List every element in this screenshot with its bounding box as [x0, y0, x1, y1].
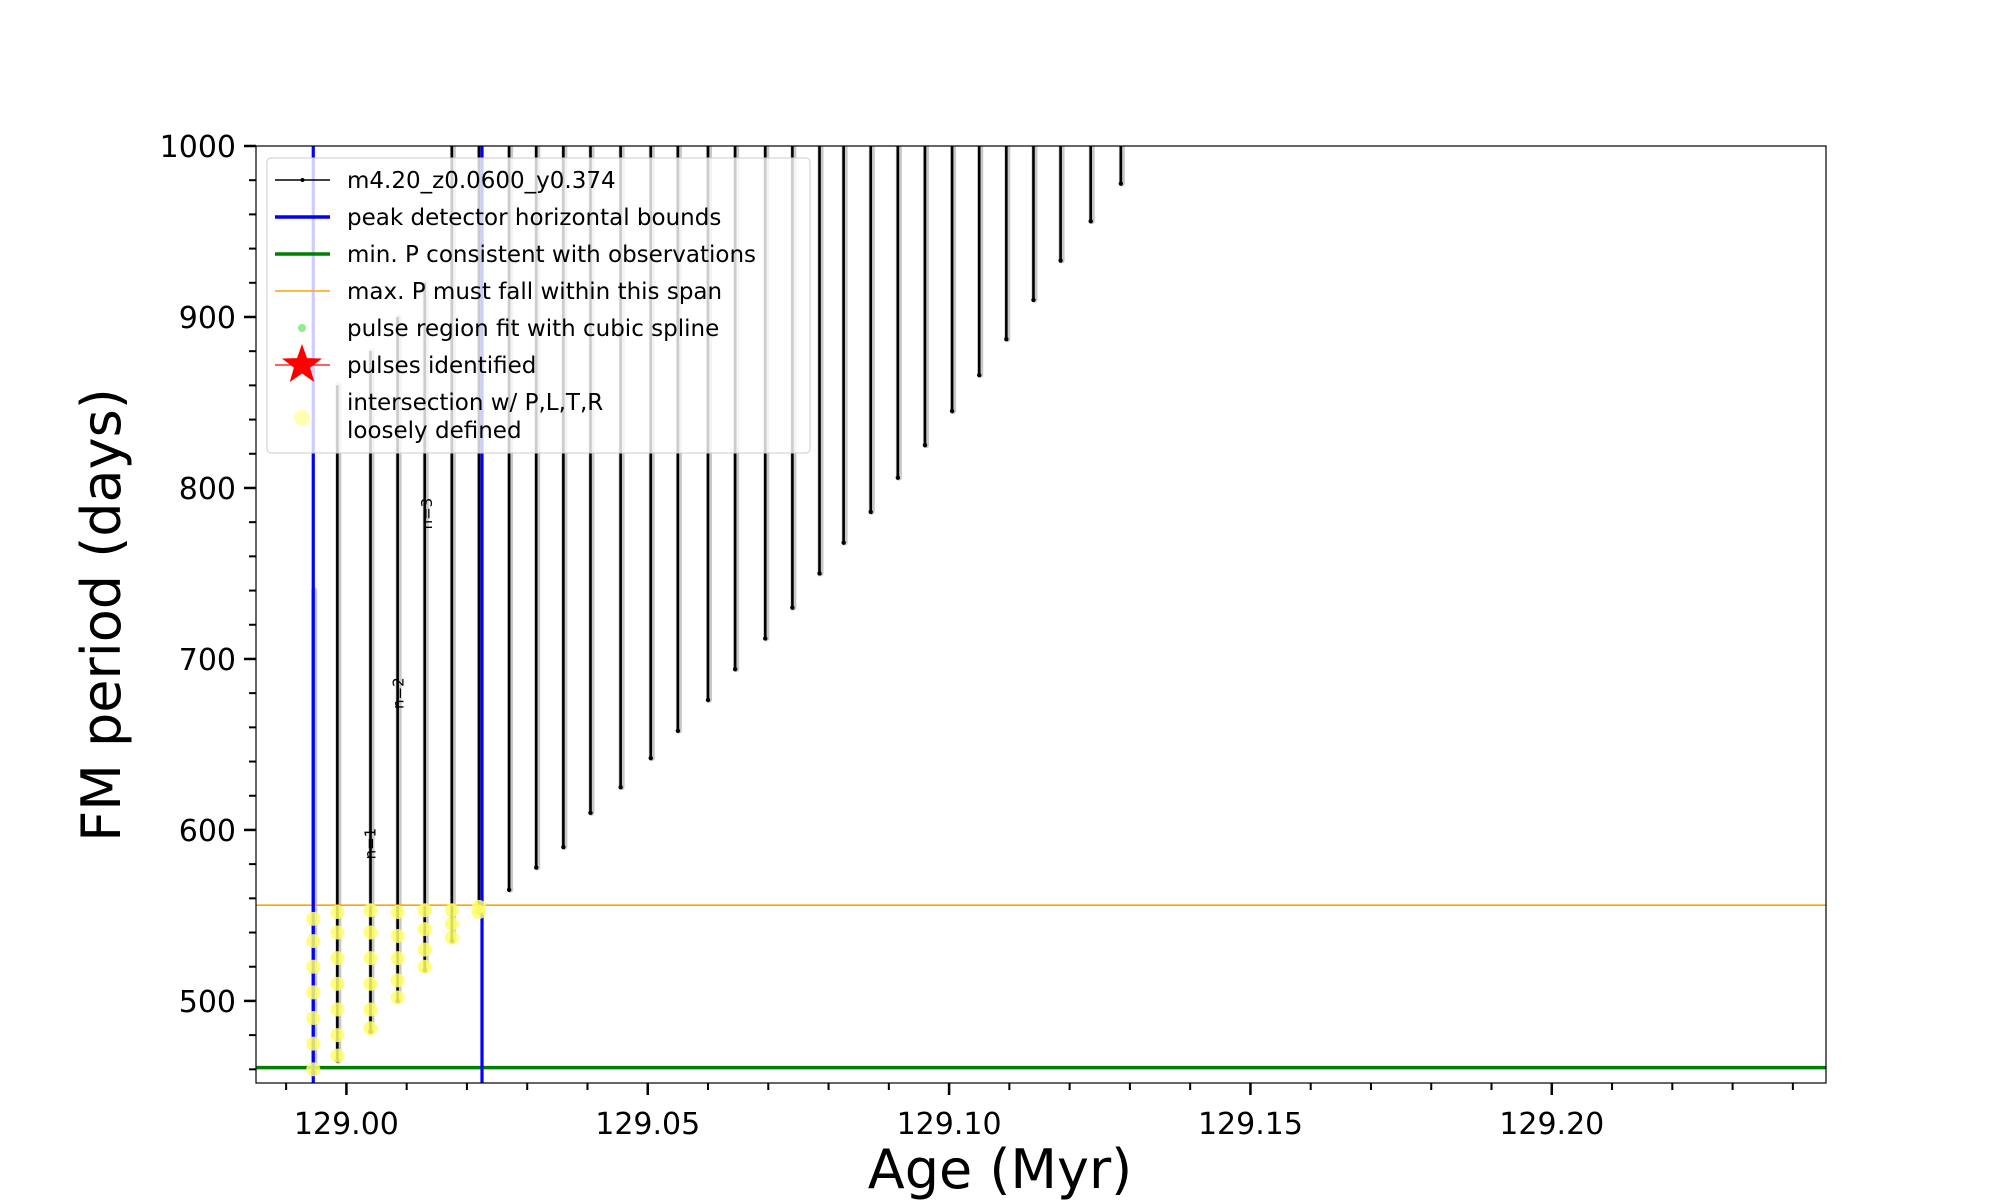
intersection-point [390, 951, 405, 966]
intersection-point [363, 951, 378, 966]
intersection-point [330, 1028, 345, 1043]
pulse-min-point [895, 475, 901, 480]
legend-label: loosely defined [347, 418, 522, 444]
x-axis-title: Age (Myr) [868, 1138, 1133, 1200]
intersection-point [417, 922, 432, 937]
intersection-point [444, 930, 459, 945]
x-tick-label: 129.00 [294, 1107, 399, 1142]
y-tick-label: 1000 [160, 130, 236, 165]
intersection-point [363, 1002, 378, 1017]
y-axis-title: FM period (days) [70, 388, 133, 842]
intersection-point [390, 928, 405, 943]
pulse-min-point [868, 509, 873, 515]
pulse-min-point [1031, 297, 1036, 303]
intersection-point [330, 925, 345, 940]
intersection-point [306, 985, 321, 1000]
x-tick-label: 129.15 [1198, 1107, 1303, 1142]
y-tick-label: 900 [179, 301, 236, 336]
legend-label: m4.20_z0.0600_y0.374 [347, 168, 616, 194]
pulse-min-point [841, 540, 846, 545]
intersection-point [471, 899, 486, 914]
legend-label: pulse region fit with cubic spline [347, 316, 719, 342]
pulse-min-point [922, 443, 928, 448]
pulse-min-point [618, 784, 623, 790]
legend-box [266, 157, 811, 454]
intersection-point [330, 1048, 345, 1063]
intersection-point [306, 934, 321, 949]
pulse-min-point [732, 667, 738, 672]
pulse-min-point [949, 408, 955, 414]
pulse-min-point [588, 810, 593, 816]
y-tick-label: 800 [179, 472, 236, 507]
legend-swatch-spline [298, 324, 306, 332]
pulse-min-point [977, 372, 982, 378]
axes-layer: 500 600 700 800 900 1000 129.00 129.05 129.10 129… [160, 130, 1794, 1142]
pulse-number-annotation: n=1 [361, 828, 379, 860]
plot-frame [255, 145, 1827, 1084]
intersection-point [390, 990, 405, 1005]
intersection-point [444, 903, 459, 918]
intersection-point [363, 976, 378, 991]
intersection-point [330, 1002, 345, 1017]
pulse-min-point [561, 844, 566, 850]
intersection-point [330, 905, 345, 920]
y-tick-label: 700 [179, 643, 236, 678]
pulse-min-point [705, 697, 711, 703]
y-tick-label: 600 [179, 814, 236, 849]
legend-swatch-model-marker [300, 178, 305, 182]
intersection-point [330, 951, 345, 966]
pulse-number-annotation: n=3 [418, 498, 436, 530]
intersection-point [306, 1011, 321, 1026]
pulse-min-point [648, 755, 653, 761]
pulse-min-point [817, 571, 822, 576]
pulse-number-annotation: n=2 [390, 677, 408, 709]
intersection-point [444, 916, 459, 931]
legend-label: pulses identified [347, 353, 536, 379]
star-icon [282, 344, 322, 382]
intersection-point [390, 905, 405, 920]
intersection-point [363, 1021, 378, 1036]
legend-label: peak detector horizontal bounds [347, 205, 721, 231]
x-tick-label: 129.20 [1499, 1107, 1604, 1142]
pulse-min-point [506, 887, 512, 892]
intersection-point [363, 925, 378, 940]
intersection-point [306, 1062, 321, 1077]
intersection-point [417, 959, 432, 974]
pulse-min-point [675, 728, 681, 733]
pulse-min-point [1004, 337, 1009, 342]
legend-label: min. P consistent with observations [347, 242, 756, 268]
intersection-point [306, 911, 321, 926]
intersection-point [417, 942, 432, 957]
legend-label: max. P must fall within this span [347, 279, 722, 305]
x-tick-label: 129.05 [595, 1107, 700, 1142]
intersection-point [306, 1036, 321, 1051]
y-tick-label: 500 [179, 985, 236, 1020]
pulse-min-point [1088, 219, 1093, 224]
intersection-point [390, 973, 405, 988]
pulse-min-point [1058, 258, 1063, 263]
intersection-point [330, 976, 345, 991]
intersection-point [306, 959, 321, 974]
pulse-min-point [763, 636, 768, 641]
intersection-point [363, 903, 378, 918]
pulse-min-point [534, 865, 539, 870]
x-tick-label: 129.10 [897, 1107, 1002, 1142]
legend-label: intersection w/ P,L,T,R [347, 390, 603, 416]
intersection-point [417, 903, 432, 918]
legend-swatch-intersection [294, 410, 310, 426]
pulse-min-point [1118, 181, 1124, 186]
pulse-min-point [790, 605, 795, 610]
